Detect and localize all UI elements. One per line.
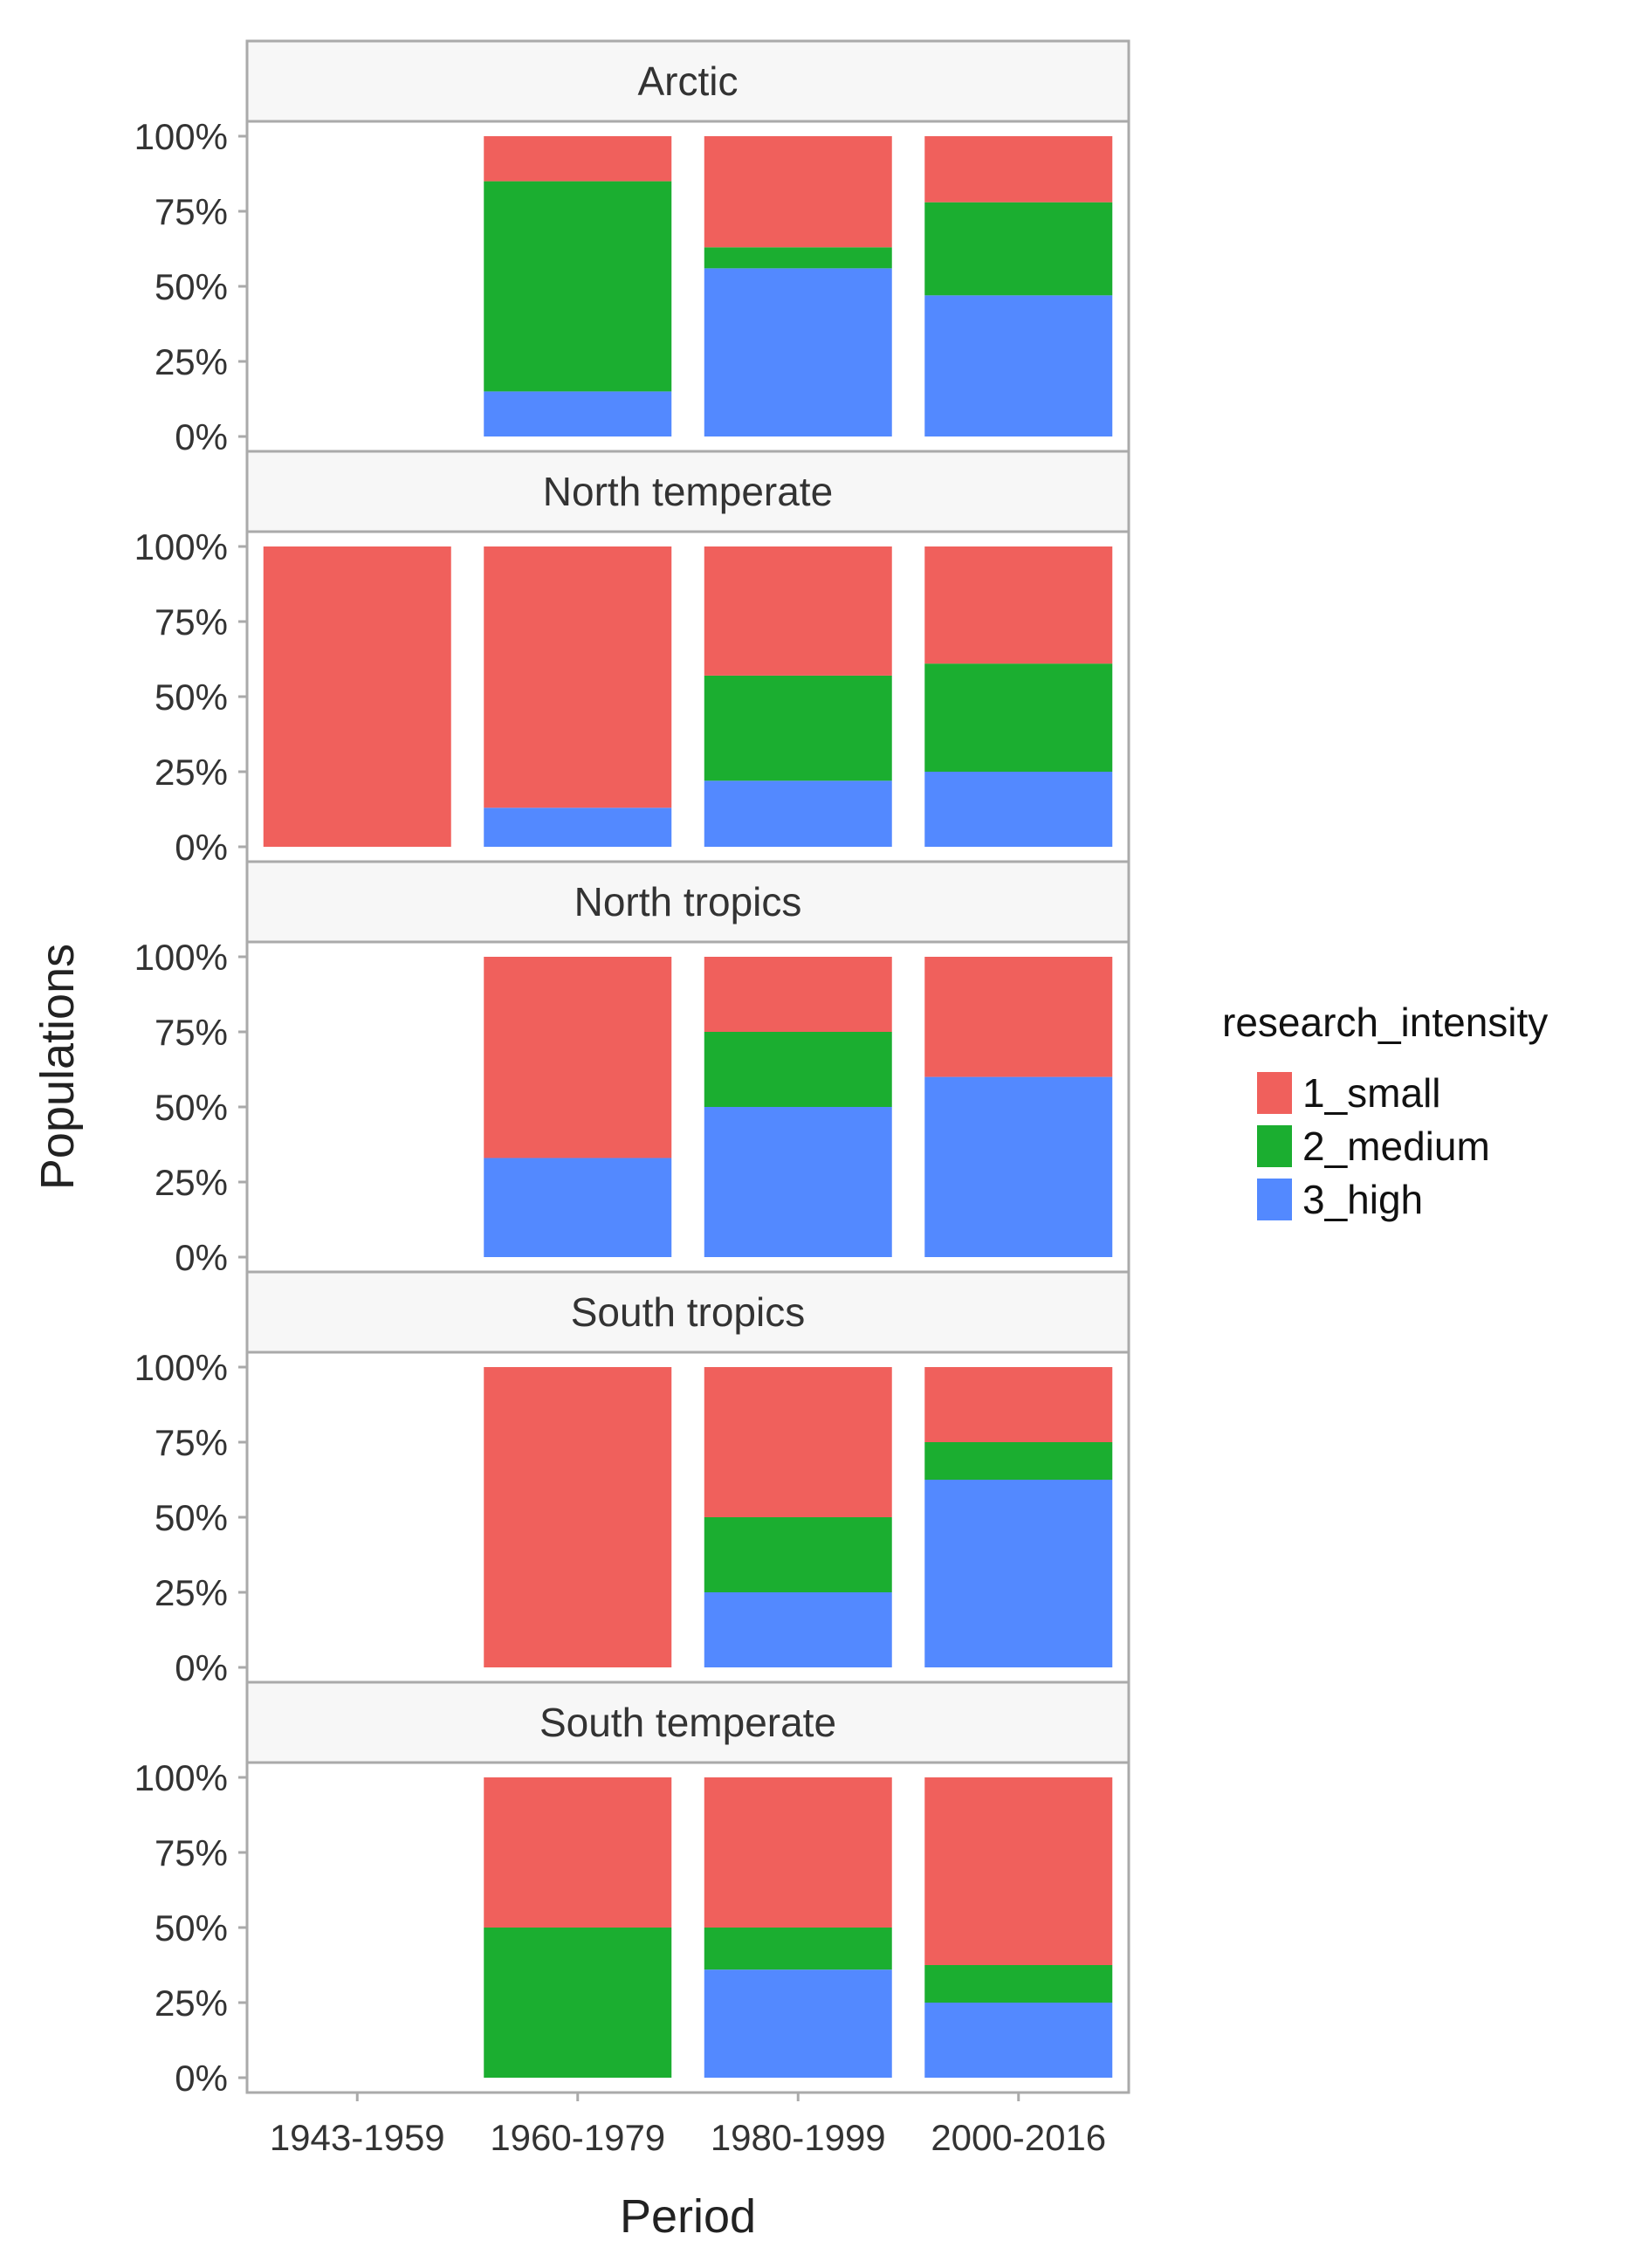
bar-segment-1-small (924, 1777, 1113, 1965)
bar-segment-3-high (924, 2003, 1113, 2078)
legend-item-label: 2_medium (1302, 1124, 1490, 1169)
bar-segment-2-medium (924, 1442, 1113, 1480)
bar-segment-3-high (484, 1158, 672, 1257)
bar-segment-1-small (704, 546, 892, 676)
legend-item-label: 3_high (1302, 1177, 1423, 1222)
bar-segment-3-high (704, 1107, 892, 1257)
y-tick-label: 0% (175, 827, 228, 868)
y-tick-label: 100% (134, 1757, 228, 1798)
facet-strip (245, 39, 1130, 123)
y-tick-label: 25% (155, 341, 228, 382)
facet-strip-label: North temperate (543, 469, 833, 514)
bar-segment-1-small (704, 1777, 892, 1928)
legend-title: research_intensity (1222, 1000, 1548, 1045)
y-tick-label: 75% (155, 1422, 228, 1463)
legend-swatch-3-high (1257, 1179, 1292, 1220)
bar-segment-3-high (924, 772, 1113, 847)
y-tick-label: 25% (155, 1162, 228, 1203)
bar-segment-1-small (704, 136, 892, 248)
bar-segment-2-medium (924, 1965, 1113, 2003)
bar-segment-2-medium (704, 1517, 892, 1592)
bar-segment-2-medium (484, 181, 672, 392)
y-tick-label: 50% (155, 1087, 228, 1128)
bar-segment-3-high (704, 1969, 892, 2078)
x-tick-label: 2000-2016 (931, 2117, 1106, 2158)
legend-item-label: 1_small (1302, 1070, 1441, 1116)
bar-segment-3-high (484, 808, 672, 847)
y-tick-label: 75% (155, 191, 228, 232)
bar-segment-2-medium (484, 1928, 672, 2078)
bar-segment-3-high (704, 780, 892, 847)
bar-segment-1-small (704, 1367, 892, 1517)
bar-segment-1-small (484, 957, 672, 1158)
facet-strip-label: South temperate (539, 1700, 836, 1745)
y-tick-label: 50% (155, 1907, 228, 1948)
bar-segment-3-high (484, 391, 672, 436)
facet-strip-label: North tropics (574, 879, 802, 924)
bar-segment-3-high (704, 268, 892, 436)
bar-segment-2-medium (924, 663, 1113, 772)
bar-segment-1-small (924, 1367, 1113, 1442)
y-tick-label: 100% (134, 937, 228, 978)
y-tick-label: 50% (155, 266, 228, 307)
y-tick-label: 100% (134, 116, 228, 157)
y-tick-label: 75% (155, 1832, 228, 1873)
bar-segment-3-high (924, 1076, 1113, 1257)
y-tick-label: 50% (155, 677, 228, 718)
y-tick-label: 100% (134, 526, 228, 567)
x-tick-label: 1960-1979 (490, 2117, 665, 2158)
bar-segment-3-high (704, 1592, 892, 1667)
y-tick-label: 75% (155, 601, 228, 643)
y-tick-label: 0% (175, 1237, 228, 1278)
x-axis-title: Period (620, 2190, 756, 2243)
bar-segment-1-small (484, 546, 672, 808)
x-tick-label: 1943-1959 (270, 2117, 445, 2158)
bar-segment-2-medium (924, 202, 1113, 296)
bar-segment-1-small (924, 546, 1113, 664)
y-tick-label: 25% (155, 752, 228, 793)
bar-segment-1-small (924, 957, 1113, 1077)
bar-segment-1-small (484, 136, 672, 182)
bar-segment-1-small (704, 957, 892, 1032)
y-tick-label: 100% (134, 1347, 228, 1388)
legend-swatch-1-small (1257, 1072, 1292, 1114)
bar-segment-1-small (484, 1777, 672, 1928)
legend-swatch-2-medium (1257, 1125, 1292, 1167)
y-tick-label: 25% (155, 1572, 228, 1613)
y-axis-title: Populations (31, 944, 84, 1190)
facet-strip-label: Arctic (638, 58, 739, 104)
bar-segment-1-small (263, 546, 451, 847)
y-tick-label: 0% (175, 1647, 228, 1688)
bar-segment-3-high (924, 295, 1113, 436)
facet-strip (245, 1680, 1130, 1764)
bar-segment-1-small (924, 136, 1113, 203)
bar-segment-2-medium (704, 1928, 892, 1970)
facet-strip (245, 860, 1130, 944)
bar-segment-2-medium (704, 1032, 892, 1107)
y-tick-label: 50% (155, 1497, 228, 1538)
x-tick-label: 1980-1999 (711, 2117, 886, 2158)
y-tick-label: 0% (175, 2058, 228, 2099)
y-tick-label: 25% (155, 1983, 228, 2024)
bar-segment-2-medium (704, 675, 892, 781)
facet-strip (245, 450, 1130, 533)
bar-segment-3-high (924, 1480, 1113, 1667)
facet-strip-label: South tropics (571, 1289, 805, 1335)
bar-segment-2-medium (704, 247, 892, 269)
y-tick-label: 0% (175, 416, 228, 457)
bar-segment-1-small (484, 1367, 672, 1667)
y-tick-label: 75% (155, 1012, 228, 1053)
